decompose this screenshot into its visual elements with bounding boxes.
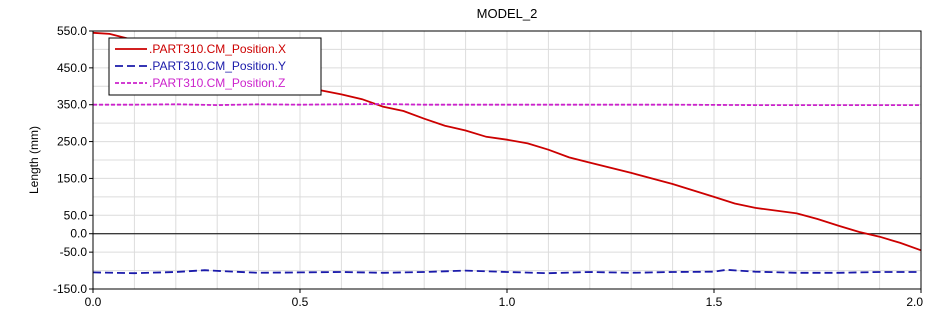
y-tick-label: 550.0 — [57, 24, 87, 38]
y-axis: 550.0 450.0 350.0 250.0 150.0 50.0 0.0 -50.0 -15… — [53, 24, 93, 296]
legend: .PART310.CM_Position.X .PART310.CM_Positi… — [108, 37, 322, 96]
y-tick-label: 0.0 — [70, 227, 87, 241]
legend-entry: .PART310.CM_Position.X — [149, 42, 286, 56]
series-line-2 — [92, 268, 921, 275]
series-line-3 — [93, 103, 921, 107]
x-tick-label: 2.0 — [906, 295, 923, 309]
x-tick-label: 0.5 — [292, 295, 309, 309]
y-tick-label: 350.0 — [57, 98, 87, 112]
y-tick-label: 50.0 — [64, 208, 88, 222]
x-tick-label: 1.0 — [499, 295, 516, 309]
y-axis-label: Length (mm) — [27, 126, 41, 194]
x-tick-label: 0.0 — [85, 295, 102, 309]
x-tick-label: 1.5 — [706, 295, 723, 309]
y-tick-label: 250.0 — [57, 135, 87, 149]
y-tick-label: -50.0 — [60, 245, 88, 259]
y-tick-label: -150.0 — [53, 282, 87, 296]
legend-entry: .PART310.CM_Position.Z — [149, 76, 285, 90]
y-tick-label: 150.0 — [57, 171, 87, 185]
y-tick-label: 450.0 — [57, 61, 87, 75]
chart-title: MODEL_2 — [477, 6, 538, 21]
legend-entry: .PART310.CM_Position.Y — [149, 59, 286, 73]
x-axis: 0.0 0.5 1.0 1.5 2.0 — [85, 289, 923, 309]
